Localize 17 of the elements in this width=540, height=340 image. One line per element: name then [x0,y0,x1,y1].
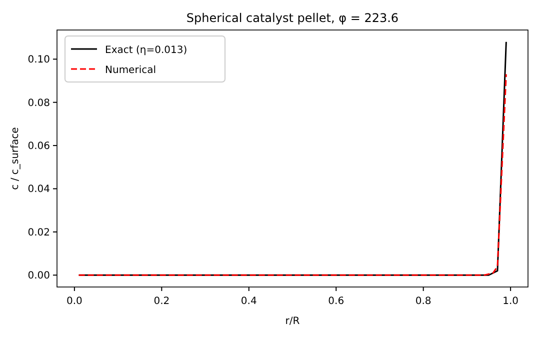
x-tick-label: 0.6 [328,296,344,307]
chart-title: Spherical catalyst pellet, φ = 223.6 [186,11,399,25]
x-tick-label: 1.0 [502,296,519,307]
x-axis-title: r/R [285,316,300,327]
legend-label: Numerical [105,65,156,76]
y-tick-label: 0.04 [28,184,50,196]
y-tick-label: 0.06 [28,141,50,152]
y-tick-label: 0.08 [28,98,50,109]
y-tick-label: 0.00 [28,270,50,282]
x-tick-label: 0.2 [154,296,170,307]
y-tick-label: 0.02 [28,227,50,238]
y-tick-label: 0.10 [28,54,50,66]
x-tick-label: 0.4 [240,296,257,307]
legend-label: Exact (η=0.013) [105,45,188,56]
x-tick-label: 0.0 [66,296,82,307]
x-tick-label: 0.8 [415,296,432,307]
y-axis-title: c / c_surface [10,127,21,190]
